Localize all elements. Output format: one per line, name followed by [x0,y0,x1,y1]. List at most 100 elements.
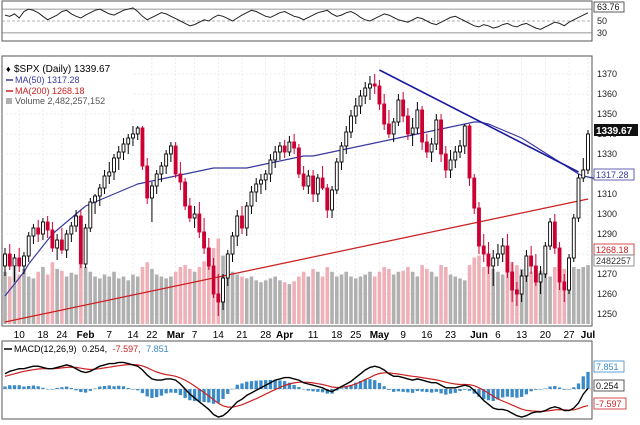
candle-body [64,233,69,251]
candle-body [519,275,524,295]
macd-histogram-bar [60,387,64,390]
volume-bar [17,274,22,324]
volume-bar [458,278,462,324]
last-price-badge [594,124,638,136]
volume-bar [349,276,353,324]
legend-volume: Volume 2,482,257,152 [15,96,105,106]
volume-bar [496,271,500,324]
volume-bar [353,278,358,324]
volume-bar [453,276,458,324]
macd-histogram-bar [486,389,491,401]
candle-body [458,145,462,153]
macd-histogram-bar [98,386,102,390]
candle-body [330,189,334,211]
macd-histogram-bar [31,385,36,390]
candle-body [59,239,64,251]
rsi-panel: 705030 63.76 [1,0,625,42]
volume-bar [50,262,55,324]
date-tick-label: 28 [260,330,272,341]
macd-histogram-bar [126,388,130,390]
macd-histogram-bar [3,386,7,390]
volume-bar [377,271,382,324]
macd-signal-line [4,364,589,413]
macd-histogram-bar [548,386,552,390]
macd-histogram-bar [453,389,457,393]
volume-bar [268,278,273,324]
candle-body [45,221,50,231]
candle-body [12,257,17,267]
volume-bar [225,267,230,324]
macd-histogram-bar [178,389,183,396]
macd-histogram-bar [254,380,258,390]
macd-histogram-bar [557,387,562,390]
date-tick-label: Jun [470,330,488,341]
candle-body [164,153,169,167]
volume-bar [524,274,529,324]
macd-histogram-bar [183,389,187,398]
volume-bar [334,276,339,324]
candle-body [505,245,510,273]
volume-bar [240,276,244,324]
macd-histogram-bar [8,385,12,390]
volume-bar [439,265,443,324]
candle-body [36,227,41,235]
macd-histogram-bar [159,389,164,396]
candle-body [567,257,571,291]
candle-body [50,229,55,249]
rsi-tick-label: 50 [597,16,607,26]
macd-histogram-bar [368,379,372,390]
date-tick-label: 18 [331,330,343,341]
volume-bar [330,271,334,324]
volume-bar [36,271,40,324]
macd-histogram-bar [491,389,495,401]
volume-bar [60,270,64,324]
price-tick-label: 1360 [597,89,617,99]
volume-bar [538,270,543,324]
macd-histogram-bar [230,388,235,390]
macd-panel: MACD(12,26,9) 0.254, -7.597, 7.851 7.851… [1,340,627,420]
date-tick-label: 7 [192,330,198,341]
volume-bar [12,267,17,324]
candle-body [477,207,481,247]
candle-body [344,131,349,147]
candle-body [183,181,188,207]
macd-histogram-bar [69,388,74,390]
macd-hist-badge [593,379,625,392]
date-tick-label: 20 [540,330,552,341]
macd-histogram-bar [136,389,140,391]
volume-bar [434,276,439,324]
volume-bar [121,276,126,324]
macd-macd-badge [593,397,627,410]
volume-bar [150,268,154,324]
candle-body [514,289,519,295]
macd-histogram-bar [311,389,315,392]
volume-bar [259,282,263,324]
volume-bar [396,271,401,324]
macd-histogram-bar [534,389,538,390]
date-tick-label: May [370,330,390,341]
date-tick-label: 7 [106,330,112,341]
macd-histogram-bar [320,389,325,393]
legend-background [4,59,134,109]
candle-body [7,253,12,267]
candle-body [377,85,382,105]
candle-body [216,293,221,303]
macd-histogram-bar [410,389,415,393]
candle-body [55,239,60,249]
macd-histogram-bar [576,383,581,390]
macd-histogram-bar [278,380,282,390]
candle-body [491,257,496,267]
last-price-label: 1339.67 [596,126,633,137]
price-badges: 1339.67 1317.28 1268.18 2482257 [593,124,638,267]
macd-histogram-bar [164,389,168,394]
candle-body [225,253,230,279]
volume-bar [477,255,481,324]
volume-bar [74,274,78,324]
candle-body [102,175,107,189]
volume-bar [88,271,93,324]
resistance-trendline [379,69,579,173]
candle-body [586,133,590,171]
candle-body [405,115,410,135]
legend-volume-swatch [6,98,12,104]
macd-histogram-bar [505,389,510,397]
